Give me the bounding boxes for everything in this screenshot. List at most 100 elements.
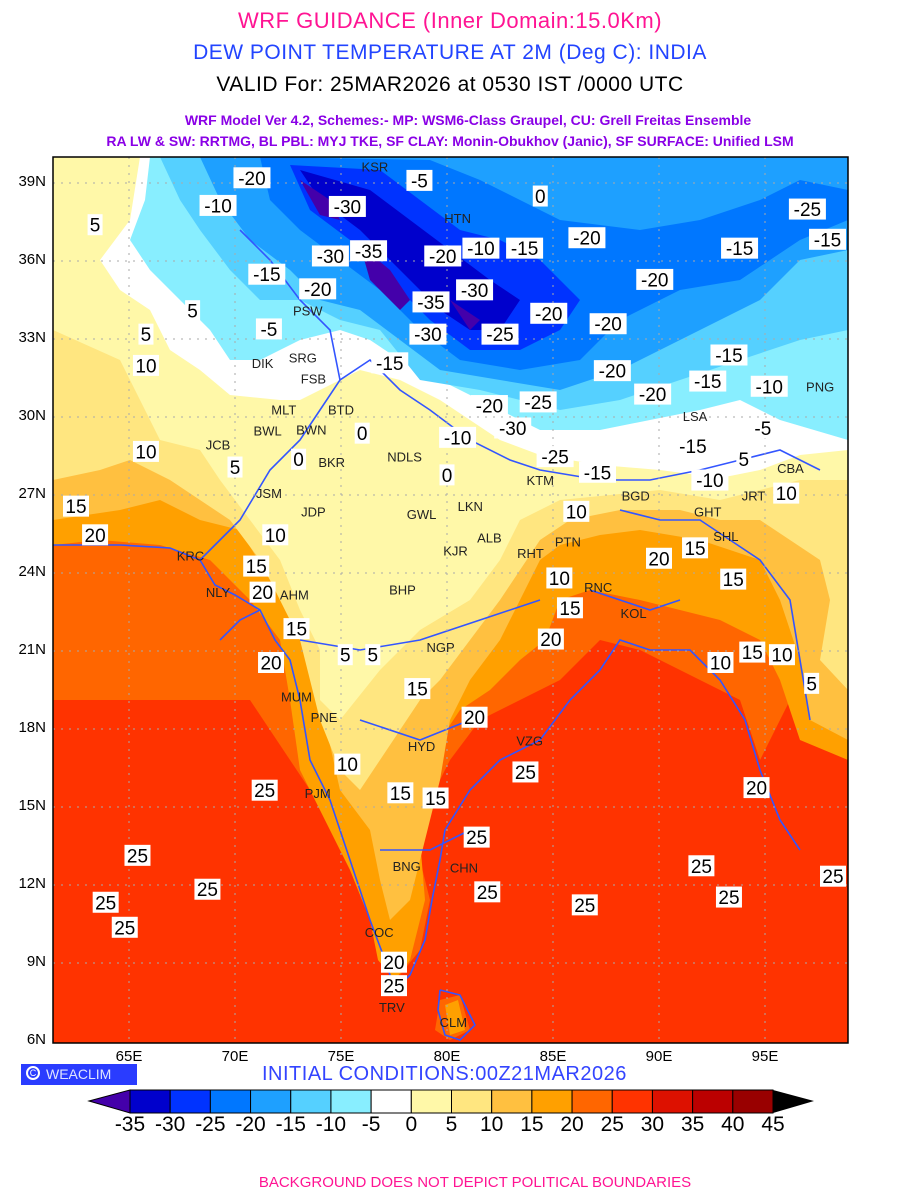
city-label: JSM — [256, 486, 282, 501]
contour-label: -15 — [376, 354, 403, 375]
contour-label: -30 — [499, 419, 526, 440]
colorbar-swatch — [370, 1089, 412, 1114]
colorbar-tick-label: -20 — [235, 1113, 266, 1136]
contour-label-bg — [199, 194, 237, 216]
contour-label-bg — [494, 417, 532, 439]
colorbar-under-arrow — [87, 1089, 131, 1114]
city-label: KRC — [177, 549, 204, 564]
contour-label: -5 — [754, 419, 771, 440]
contour-label-bg — [439, 426, 477, 448]
contour-label-bg — [593, 360, 631, 382]
city-label: NGP — [427, 640, 455, 655]
contour-label: 20 — [383, 953, 404, 974]
city-label: GWL — [407, 507, 437, 522]
contour-label: -25 — [794, 200, 821, 221]
contour-label: 15 — [390, 784, 411, 805]
contour-label-bg — [809, 228, 846, 250]
disclaimer: BACKGROUND DOES NOT DEPICT POLITICAL BOU… — [258, 1174, 692, 1191]
model-info-line-1: WRF Model Ver 4.2, Schemes:- MP: WSM6-Cl… — [184, 112, 752, 128]
contour-label-bg — [243, 555, 270, 577]
colorbar-tick-label: -35 — [114, 1113, 146, 1136]
city-label: NLY — [206, 585, 231, 600]
contour-label-bg — [721, 237, 759, 259]
colorbar-tick-label: 0 — [405, 1113, 418, 1136]
contour-label: -10 — [696, 471, 723, 492]
contour-label-bg — [820, 865, 846, 887]
contour-label-bg — [568, 227, 606, 249]
contour-label: 15 — [246, 557, 267, 578]
city-label: PTN — [555, 535, 581, 550]
contour-label-bg — [92, 891, 119, 913]
contour-label: -30 — [461, 281, 488, 302]
city-label: KTM — [527, 473, 554, 488]
contour-label: -10 — [756, 377, 783, 398]
map-frame — [52, 156, 849, 1044]
contour-label-bg — [634, 383, 672, 405]
colorbar-swatch — [611, 1089, 653, 1114]
colorbar-tick-label: -30 — [155, 1113, 186, 1136]
logo-text: WEACLIM — [46, 1066, 112, 1082]
colorbar-swatch — [330, 1089, 372, 1114]
contour-label: 25 — [822, 867, 843, 888]
contour-label: -15 — [253, 265, 280, 286]
colorbar-swatch — [129, 1089, 171, 1114]
contour-label: -30 — [317, 247, 344, 268]
weaclim-logo: C WEACLIM — [21, 1064, 137, 1085]
contour-label-bg — [768, 644, 795, 666]
contour-label: -20 — [238, 169, 265, 190]
contour-label-bg — [474, 881, 501, 903]
contour-label: 0 — [535, 187, 546, 208]
city-label: KSR — [362, 160, 389, 175]
contour-label-bg — [750, 375, 788, 397]
contour-label-bg — [537, 628, 564, 650]
lat-label: 27N — [18, 485, 46, 502]
city-label: BKR — [318, 455, 345, 470]
city-label: SHL — [713, 529, 738, 544]
contour-label-bg — [248, 263, 286, 285]
contour-label-bg — [424, 245, 462, 267]
city-label: VZG — [516, 734, 543, 749]
contour-label-bg — [715, 886, 742, 908]
contour-label-bg — [227, 456, 243, 478]
colorbar-tick-label: 40 — [721, 1113, 745, 1136]
contour-label: 10 — [265, 526, 286, 547]
contour-label-bg — [299, 278, 337, 300]
contour-label-bg — [688, 855, 715, 877]
lon-label: 65E — [115, 1048, 143, 1065]
contour-label: 10 — [710, 654, 731, 675]
coastlines-and-boundaries — [53, 229, 821, 1041]
colorbar-swatch — [692, 1089, 734, 1114]
contour-label-bg — [132, 354, 159, 376]
colorbar-tick-label: 10 — [480, 1113, 504, 1136]
copyright-icon: C — [26, 1066, 40, 1080]
contour-label: 10 — [337, 755, 358, 776]
contour-label-bg — [82, 524, 109, 546]
contour-label-bg — [258, 652, 285, 674]
contour-label: -20 — [476, 397, 503, 418]
contour-label: 25 — [114, 918, 135, 939]
contour-label: -35 — [417, 293, 444, 314]
contour-label: 10 — [549, 569, 570, 590]
contour-label-bg — [404, 678, 431, 700]
contour-label-bg — [387, 782, 414, 804]
contour-label-bg — [571, 894, 598, 916]
city-label: PSW — [293, 304, 323, 319]
city-label: PNE — [311, 710, 338, 725]
contour-label: -20 — [429, 247, 456, 268]
model-info-line-2: RA LW & SW: RRTMG, BL PBL: MYJ TKE, SF C… — [106, 133, 794, 149]
contour-label-bg — [233, 167, 271, 189]
contour-label-bg — [255, 318, 282, 340]
contour-label-bg — [743, 777, 770, 799]
contour-label-bg — [530, 302, 568, 324]
city-label: CBA — [777, 461, 804, 476]
contour-label-bg — [334, 753, 361, 775]
contour-label: 5 — [806, 674, 817, 695]
valid-time: VALID For: 25MAR2026 at 0530 IST /0000 U… — [216, 73, 684, 96]
contour-label-bg — [710, 344, 748, 366]
contour-label: 5 — [230, 458, 241, 479]
contour-label-bg — [63, 495, 89, 517]
contour-label-bg — [536, 446, 574, 468]
contour-label: -10 — [204, 196, 231, 217]
contour-label-bg — [262, 524, 289, 546]
map-variable-title: DEW POINT TEMPERATURE AT 2M (Deg C): IND… — [193, 41, 707, 64]
